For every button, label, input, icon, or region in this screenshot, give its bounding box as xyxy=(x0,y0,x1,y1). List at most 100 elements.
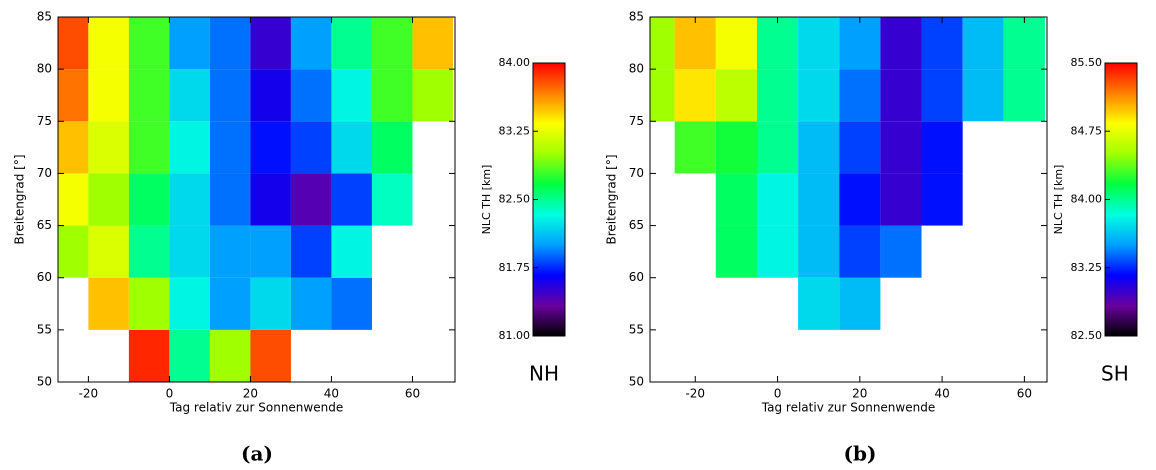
heat-cell xyxy=(88,69,129,122)
heat-cell xyxy=(962,17,1004,70)
heat-cell xyxy=(798,173,840,226)
y-tick-label: 55 xyxy=(629,322,644,336)
x-axis-label: Tag relativ zur Sonnenwende xyxy=(169,401,343,415)
heat-cell xyxy=(290,121,332,174)
y-axis-label: Breitengrad [°] xyxy=(13,154,27,244)
heat-cell xyxy=(715,17,757,70)
colorbar-tick-label: 82.50 xyxy=(499,193,531,206)
heat-cell xyxy=(250,173,291,226)
heat-cell xyxy=(880,69,922,122)
heat-cell xyxy=(674,69,716,122)
y-tick-label: 50 xyxy=(37,375,52,389)
heat-cell xyxy=(128,329,170,382)
heat-cell xyxy=(169,277,210,330)
y-tick-label: 80 xyxy=(629,62,644,76)
heat-cell xyxy=(839,225,881,278)
heat-cell xyxy=(88,173,129,226)
heat-cell xyxy=(250,277,291,330)
colorbar xyxy=(1104,62,1138,337)
heat-cell xyxy=(128,277,170,330)
heat-cell xyxy=(715,173,757,226)
heat-cell xyxy=(331,173,372,226)
heat-cell xyxy=(756,173,799,226)
heat-cell xyxy=(839,121,881,174)
heat-cell xyxy=(290,277,332,330)
heat-cell xyxy=(756,121,799,174)
x-tick-label: 0 xyxy=(774,387,782,401)
heat-cell xyxy=(798,69,840,122)
heat-cell xyxy=(839,17,881,70)
heat-cell xyxy=(331,277,372,330)
colorbar-tick-label: 83.25 xyxy=(499,124,531,137)
heat-cell xyxy=(839,173,881,226)
heat-cell xyxy=(209,121,251,174)
heat-cell xyxy=(756,69,799,122)
heat-cell xyxy=(88,17,129,70)
heat-cell xyxy=(880,225,922,278)
y-tick-label: 70 xyxy=(37,166,52,180)
heat-cell xyxy=(58,121,89,174)
y-tick-label: 65 xyxy=(37,218,52,232)
colorbar-tick-label: 82.50 xyxy=(1071,329,1103,342)
heat-cell xyxy=(209,17,251,70)
heat-cell xyxy=(58,173,89,226)
heat-cell xyxy=(798,225,840,278)
heat-cell xyxy=(650,17,675,70)
heat-cell xyxy=(715,225,757,278)
heat-cell xyxy=(962,69,1004,122)
y-tick-label: 50 xyxy=(629,375,644,389)
plot-frame xyxy=(57,16,456,383)
heat-cell xyxy=(169,329,210,382)
heat-cell xyxy=(58,69,89,122)
panel-caption: (b) xyxy=(844,442,877,466)
heat-cell xyxy=(798,277,840,330)
x-tick-label: 40 xyxy=(934,387,949,401)
heat-cell xyxy=(371,17,413,70)
colorbar-label: NLC TH [km] xyxy=(1052,165,1065,235)
heat-cell xyxy=(331,121,372,174)
heat-cell xyxy=(88,225,129,278)
heat-cell xyxy=(169,17,210,70)
heat-cell xyxy=(250,225,291,278)
heat-cell xyxy=(128,173,170,226)
heat-cell xyxy=(921,173,963,226)
heat-cell xyxy=(674,17,716,70)
heat-cell xyxy=(921,17,963,70)
y-tick-label: 80 xyxy=(37,62,52,76)
heat-cell xyxy=(756,17,799,70)
x-tick-label: 20 xyxy=(243,387,258,401)
heat-cell xyxy=(250,17,291,70)
x-tick-label: 60 xyxy=(405,387,420,401)
heat-cell xyxy=(715,69,757,122)
heat-cell xyxy=(290,17,332,70)
region-label: SH xyxy=(1101,362,1129,386)
heat-cell xyxy=(169,121,210,174)
heat-cell xyxy=(209,277,251,330)
heat-cell xyxy=(715,121,757,174)
heat-cell xyxy=(921,69,963,122)
heat-cell xyxy=(169,173,210,226)
heat-cell xyxy=(371,173,413,226)
y-tick-label: 70 xyxy=(629,166,644,180)
colorbar-tick-label: 83.25 xyxy=(1071,261,1103,274)
heat-cell xyxy=(209,69,251,122)
heat-cell xyxy=(1003,69,1045,122)
colorbar-tick-label: 85.50 xyxy=(1071,56,1103,69)
x-tick-label: 40 xyxy=(324,387,339,401)
heat-cell xyxy=(921,121,963,174)
heat-cell xyxy=(290,173,332,226)
y-tick-label: 60 xyxy=(629,270,644,284)
y-tick-label: 65 xyxy=(629,218,644,232)
x-tick-label: 60 xyxy=(1017,387,1032,401)
region-label: NH xyxy=(529,362,559,386)
heat-cell xyxy=(58,17,89,70)
heat-cell xyxy=(331,17,372,70)
y-tick-label: 85 xyxy=(37,10,52,24)
plot-frame xyxy=(649,16,1048,383)
heat-cell xyxy=(88,121,129,174)
heat-cell xyxy=(331,225,372,278)
y-tick-label: 85 xyxy=(629,10,644,24)
heat-cell xyxy=(412,17,453,70)
y-axis-label: Breitengrad [°] xyxy=(605,154,619,244)
